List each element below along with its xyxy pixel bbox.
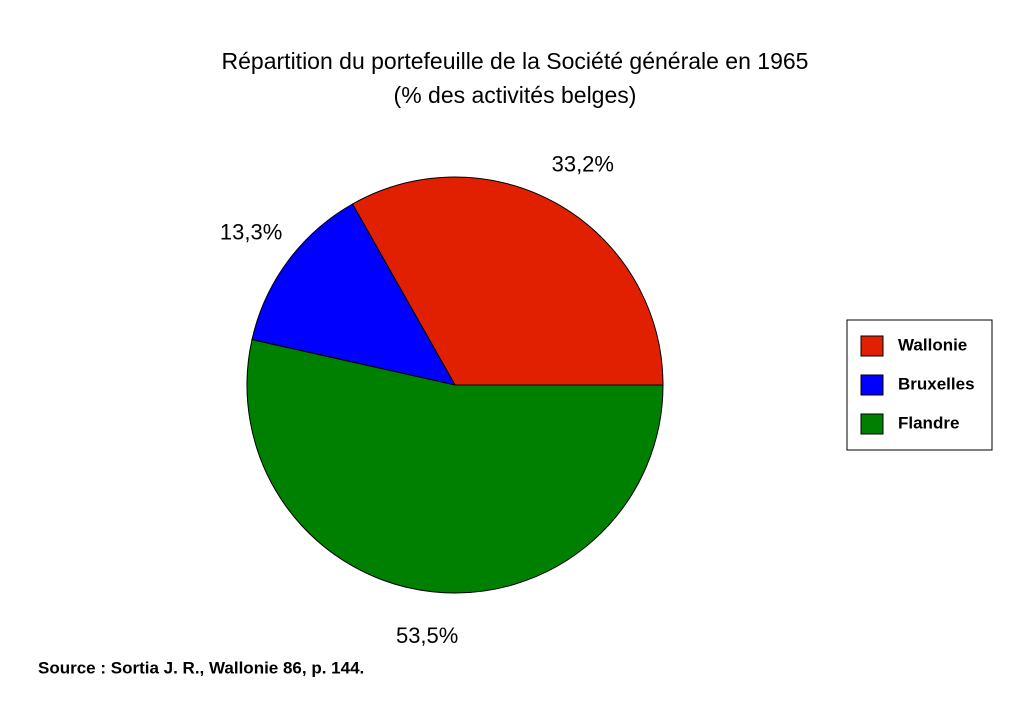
- legend-swatch: [860, 335, 884, 357]
- pie-slice: [351, 176, 664, 386]
- pie-slice: [246, 339, 664, 594]
- chart-subtitle: (% des activités belges): [394, 82, 637, 108]
- slice-label: 33,2%: [552, 152, 614, 177]
- legend-label: Wallonie: [898, 335, 967, 354]
- slice-label: 13,3%: [220, 220, 282, 245]
- slice-label: 53,5%: [396, 623, 458, 648]
- pie-slice: [251, 203, 456, 386]
- source-note: Source : Sortia J. R., Wallonie 86, p. 1…: [38, 658, 364, 677]
- chart-title: Répartition du portefeuille de la Sociét…: [222, 48, 809, 74]
- legend-swatch: [860, 413, 884, 435]
- legend-label: Flandre: [898, 413, 959, 432]
- legend-label: Bruxelles: [898, 374, 975, 393]
- legend-swatch: [860, 374, 884, 396]
